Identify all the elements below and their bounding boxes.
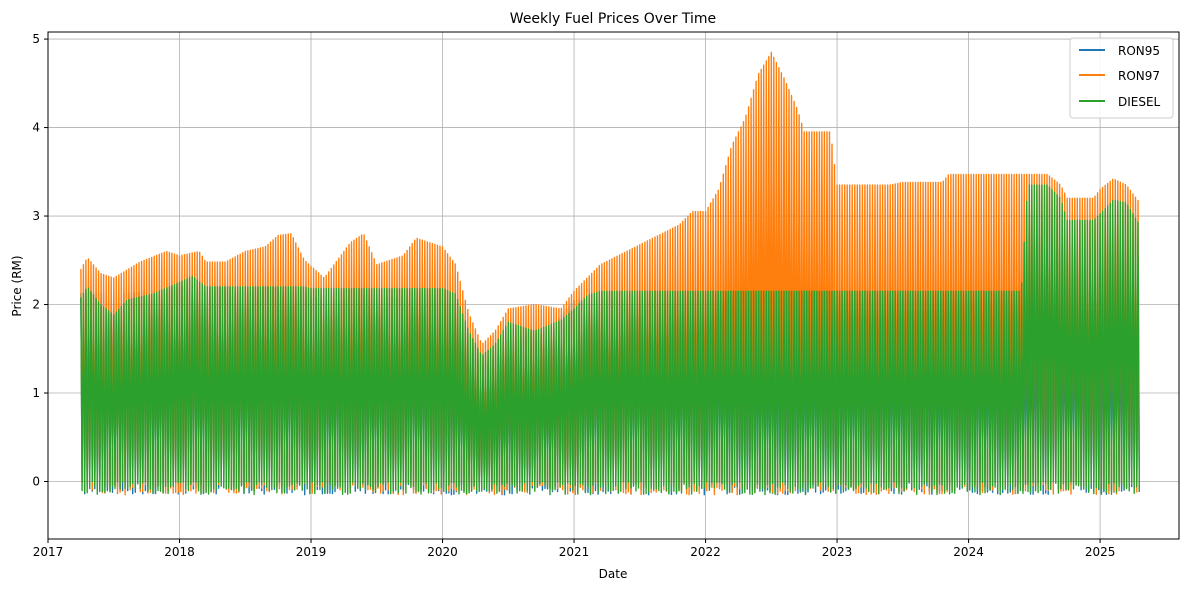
y-tick-label: 4 (32, 121, 40, 135)
y-axis-ticks: 0 1 2 3 4 5 (32, 32, 48, 488)
legend-label-ron95: RON95 (1118, 44, 1160, 58)
x-axis-ticks: 2017 2018 2019 2020 2021 2022 2023 2024 2025 (33, 539, 1116, 559)
x-tick-label: 2025 (1085, 545, 1116, 559)
legend-label-diesel: DIESEL (1118, 95, 1161, 109)
x-tick-label: 2019 (296, 545, 327, 559)
x-tick-label: 2018 (164, 545, 195, 559)
legend-label-ron97: RON97 (1118, 69, 1160, 83)
y-tick-label: 1 (32, 386, 40, 400)
legend-box (1069, 37, 1174, 119)
y-tick-label: 0 (32, 474, 40, 488)
x-tick-label: 2020 (427, 545, 458, 559)
plot-frame (47, 31, 1180, 540)
y-tick-label: 2 (32, 298, 40, 312)
x-axis-label: Date (599, 567, 628, 581)
y-tick-label: 3 (32, 209, 40, 223)
chart-title: Weekly Fuel Prices Over Time (510, 11, 716, 27)
x-tick-label: 2022 (690, 545, 721, 559)
plot-series (80, 51, 1140, 496)
x-tick-label: 2023 (822, 545, 853, 559)
y-tick-label: 5 (32, 32, 40, 46)
legend: RON95 RON97 DIESEL (1069, 37, 1174, 119)
y-axis-label: Price (RM) (10, 255, 24, 316)
x-tick-label: 2021 (559, 545, 590, 559)
x-tick-label: 2017 (33, 545, 64, 559)
series-line-diesel (80, 184, 1140, 496)
x-tick-label: 2024 (953, 545, 984, 559)
